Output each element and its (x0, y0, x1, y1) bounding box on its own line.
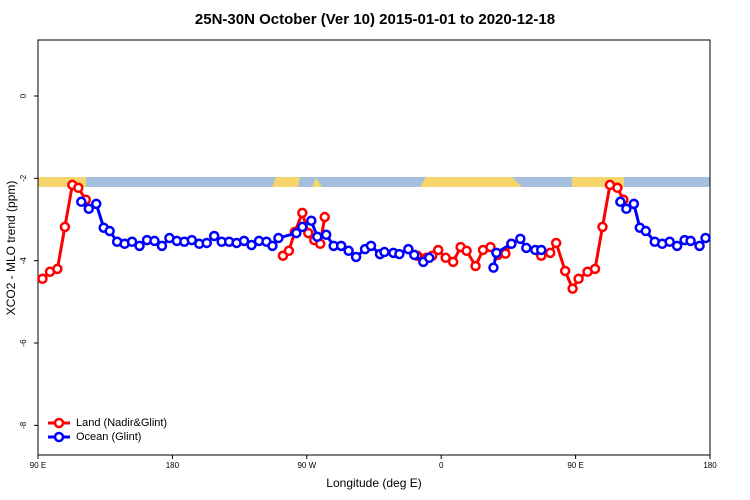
land-ocean-strip (38, 177, 710, 187)
data-point (485, 241, 496, 253)
data-point (134, 240, 145, 252)
chart-title: 25N-30N October (Ver 10) 2015-01-01 to 2… (195, 11, 555, 28)
data-point (59, 221, 71, 233)
x-tick-label: 180 (703, 461, 717, 470)
data-point (73, 182, 84, 194)
y-tick-label: 0 (19, 93, 28, 98)
data-point (597, 221, 608, 233)
data-point (238, 235, 250, 247)
data-point (312, 231, 323, 243)
data-point (52, 263, 63, 275)
data-point (83, 203, 95, 215)
data-point (343, 245, 354, 257)
data-point (379, 246, 390, 258)
legend-label: Land (Nadir&Glint) (76, 417, 167, 429)
data-point (612, 182, 623, 194)
data-point (267, 240, 278, 252)
y-tick-label: -4 (19, 257, 28, 265)
y-tick-label: -6 (19, 339, 28, 347)
data-point (201, 237, 212, 249)
data-point (350, 251, 362, 263)
data-point (306, 215, 317, 226)
data-point (488, 262, 499, 273)
data-point (559, 265, 571, 277)
data-point (90, 198, 102, 210)
data-point (671, 240, 683, 252)
data-point (303, 227, 314, 239)
data-point (536, 244, 547, 256)
legend-marker (53, 431, 65, 443)
data-point (694, 240, 705, 252)
legend-label: Ocean (Glint) (76, 431, 141, 443)
data-point (273, 232, 284, 244)
x-tick-label: 180 (166, 461, 180, 470)
data-point (104, 225, 115, 237)
data-point (319, 211, 330, 223)
data-point (544, 247, 556, 259)
data-point (409, 249, 420, 261)
data-point (685, 235, 696, 247)
data-point (615, 196, 626, 208)
y-tick-label: -2 (19, 174, 28, 182)
data-point (589, 263, 601, 275)
y-tick-label: -8 (19, 421, 28, 429)
data-point (76, 196, 87, 208)
data-point (640, 225, 652, 237)
data-point (506, 238, 517, 250)
data-point (491, 247, 502, 259)
data-point (432, 244, 444, 256)
data-point (297, 207, 308, 219)
data-point (208, 230, 220, 242)
x-tick-label: 0 (439, 461, 444, 470)
data-point (440, 252, 451, 264)
data-point (664, 236, 675, 247)
data-point (403, 243, 414, 255)
data-point (320, 229, 332, 240)
series-line (41, 182, 625, 292)
data-point (628, 198, 640, 210)
data-point (365, 240, 377, 252)
legend-marker (53, 417, 65, 429)
data-point (500, 248, 511, 259)
plot-frame (37, 39, 711, 456)
data-point (297, 221, 308, 233)
data-point (291, 227, 302, 239)
data-point (447, 256, 459, 268)
data-point (246, 239, 257, 251)
data-point (335, 240, 347, 252)
data-point (521, 242, 532, 254)
data-point (573, 273, 584, 285)
y-axis-label: XCO2 - MLO trend (ppm) (4, 181, 18, 316)
data-point (700, 232, 711, 244)
data-point (621, 203, 632, 215)
x-axis-label: Longitude (deg E) (326, 476, 421, 490)
data-point (470, 260, 481, 272)
x-tick-label: 90 E (567, 461, 583, 470)
x-tick-label: 90 E (30, 461, 46, 470)
data-point (283, 245, 295, 257)
data-point (156, 240, 168, 252)
data-point (149, 235, 160, 247)
data-point (37, 273, 48, 285)
data-point (550, 237, 562, 249)
x-tick-label: 90 W (297, 461, 316, 470)
data-point (424, 252, 435, 264)
data-point (461, 245, 472, 257)
data-point (126, 236, 138, 247)
data-point (515, 233, 526, 245)
data-point (394, 248, 405, 260)
data-point (567, 283, 578, 294)
